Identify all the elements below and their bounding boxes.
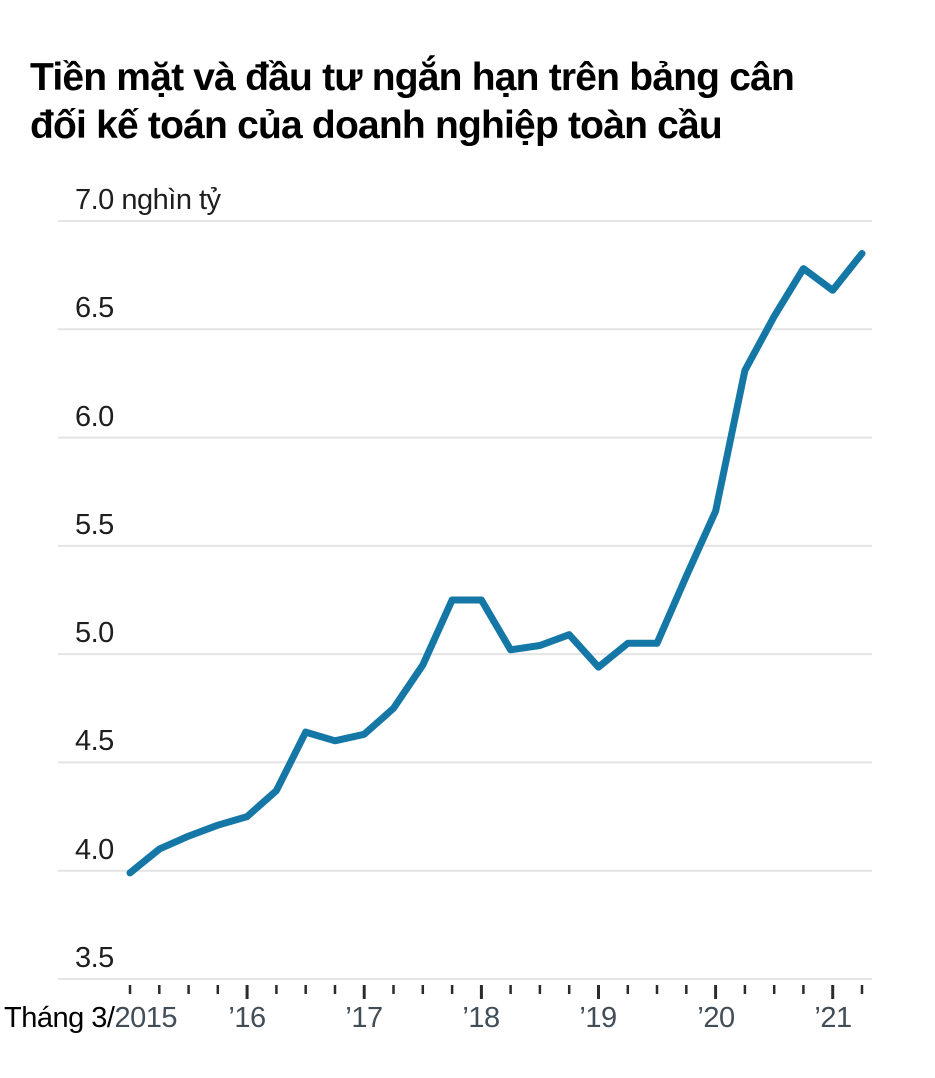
x-axis-year-label: ’16 — [228, 1002, 266, 1034]
x-axis-year-label: ’18 — [462, 1002, 500, 1034]
y-axis-label: 5.0 — [75, 617, 114, 649]
x-axis-label-start: Tháng 3/2015 — [4, 1002, 177, 1035]
y-axis-label: 4.0 — [75, 834, 114, 866]
y-axis-label: 5.5 — [75, 509, 114, 541]
y-axis-label: 6.5 — [75, 292, 114, 324]
x-axis-year-label: ’21 — [814, 1002, 852, 1034]
chart-title-line1: Tiền mặt và đầu tư ngắn hạn trên bảng câ… — [30, 56, 795, 100]
x-axis-year-label: ’17 — [345, 1002, 383, 1034]
chart-title-line2: đối kế toán của doanh nghiệp toàn cầu — [30, 104, 723, 148]
y-axis-label: 6.0 — [75, 401, 114, 433]
x-axis-label-month-prefix: Tháng 3/ — [4, 1002, 115, 1034]
chart-title: Tiền mặt và đầu tư ngắn hạn trên bảng câ… — [30, 54, 930, 151]
y-axis-label: 3.5 — [75, 942, 114, 974]
y-axis-label: 7.0 nghìn tỷ — [75, 184, 221, 216]
data-line — [126, 250, 866, 877]
x-axis-year-label: ’19 — [579, 1002, 617, 1034]
x-axis-year-label: ’20 — [697, 1002, 735, 1034]
y-axis-label: 4.5 — [75, 725, 114, 757]
x-axis-label-start-year: 2015 — [114, 1002, 177, 1034]
